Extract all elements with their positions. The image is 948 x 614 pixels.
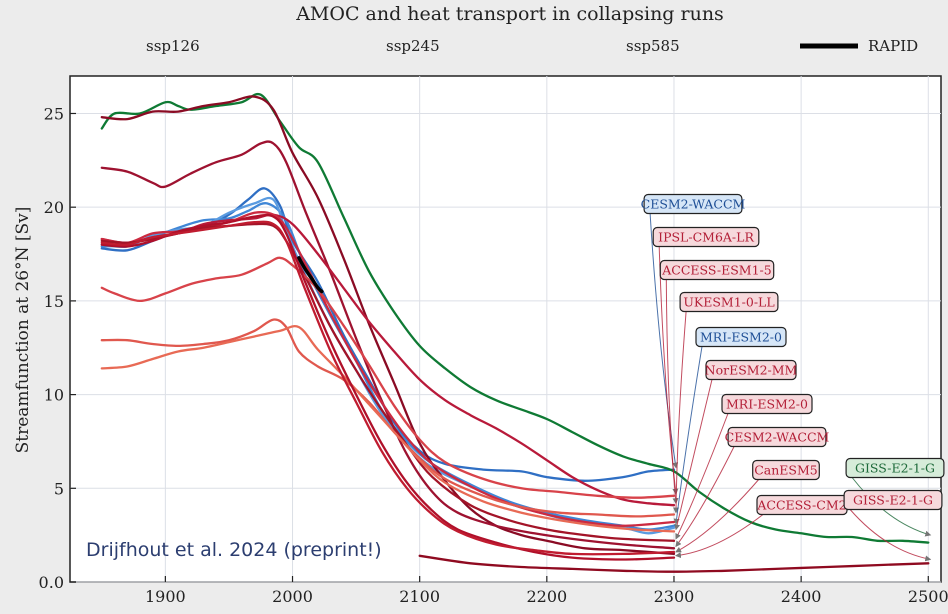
model-label-box: [695, 326, 787, 348]
model-label-box: [845, 457, 945, 479]
label-leader: [675, 479, 760, 553]
label-leader: [674, 379, 713, 531]
label-leader: [673, 311, 687, 514]
legend-label-ssp245: ssp245: [386, 37, 440, 55]
label-leader: [649, 213, 679, 469]
label-leader: [675, 446, 735, 548]
series-line-ssp585-14: [100, 220, 676, 556]
x-tick-label: 2000: [272, 587, 313, 606]
x-tick-label: 2400: [781, 587, 822, 606]
label-leader: [674, 514, 764, 559]
y-axis-label: Streamfunction at 26°N [Sv]: [13, 207, 33, 454]
x-tick-label: 2300: [654, 587, 695, 606]
series-line-ssp245-4: [100, 92, 930, 544]
label-leader: [665, 279, 679, 505]
model-label-box: [843, 489, 943, 511]
series-line-rapid-16: [297, 256, 324, 294]
model-label-box: [727, 426, 827, 448]
chart-title: AMOC and heat transport in collapsing ru…: [295, 3, 724, 25]
legend: ssp126 ssp245 ssp585 RAPID: [78, 37, 918, 55]
x-tick-label: 2100: [399, 587, 440, 606]
series-group: [100, 92, 930, 573]
model-label-text: NorESM2-MM: [705, 363, 798, 378]
y-tick-label: 10: [44, 386, 64, 405]
model-label-text: MRI-ESM2-0: [700, 330, 782, 345]
credit-annotation: Drijfhout et al. 2024 (preprint!): [86, 539, 382, 561]
model-label-text: GISS-E2-1-G: [853, 493, 933, 508]
model-label-text: ACCESS-ESM1-5: [661, 263, 772, 278]
label-leader: [673, 346, 703, 525]
legend-label-ssp126: ssp126: [146, 37, 200, 55]
x-tick-label: 1900: [145, 587, 186, 606]
y-tick-label: 0.0: [39, 573, 64, 592]
series-line-ssp585-15: [418, 554, 930, 573]
model-label-text: ACCESS-CM2: [756, 498, 846, 513]
model-label-box: [659, 259, 775, 281]
model-label-box: [652, 226, 760, 248]
y-tick-label: 15: [44, 292, 64, 311]
y-axis: 0.0 5 10 15 20 25: [39, 104, 76, 592]
legend-label-ssp585: ssp585: [626, 37, 680, 55]
model-label-text: CESM2-WACCM: [641, 197, 746, 212]
model-label-box: [679, 291, 779, 313]
model-label-box: [752, 459, 820, 481]
legend-label-rapid: RAPID: [868, 37, 918, 55]
model-label-box: [643, 193, 743, 215]
x-axis: 1900 2000 2100 2200 2300 2400 2500: [145, 576, 948, 606]
model-label-text: CESM2-WACCM: [725, 430, 830, 445]
series-line-ssp585-10: [100, 256, 676, 499]
y-tick-label: 5: [54, 479, 64, 498]
model-labels: CESM2-WACCM IPSL-CM6A-LR ACCESS-ESM1-5 UKES…: [641, 193, 945, 516]
label-leader: [849, 509, 932, 562]
x-tick-label: 2200: [526, 587, 567, 606]
y-tick-label: 20: [44, 198, 64, 217]
model-label-box: [705, 359, 797, 381]
series-line-ssp585-11: [100, 318, 676, 518]
label-leader: [851, 477, 932, 537]
model-label-text: CanESM5: [754, 463, 818, 478]
y-tick-label: 25: [44, 104, 64, 123]
label-leader: [675, 413, 729, 540]
model-label-text: UKESM1-0-LL: [683, 295, 774, 310]
label-leaders: [649, 213, 932, 562]
x-tick-label: 2500: [908, 587, 948, 606]
series-line-ssp585-7: [100, 213, 676, 507]
series-line-ssp585-6: [100, 140, 676, 550]
model-label-text: GISS-E2-1-G: [855, 461, 935, 476]
series-line-ssp585-5: [100, 95, 676, 556]
model-label-box: [721, 393, 813, 415]
model-label-text: MRI-ESM2-0: [726, 397, 808, 412]
model-label-text: IPSL-CM6A-LR: [658, 230, 754, 245]
